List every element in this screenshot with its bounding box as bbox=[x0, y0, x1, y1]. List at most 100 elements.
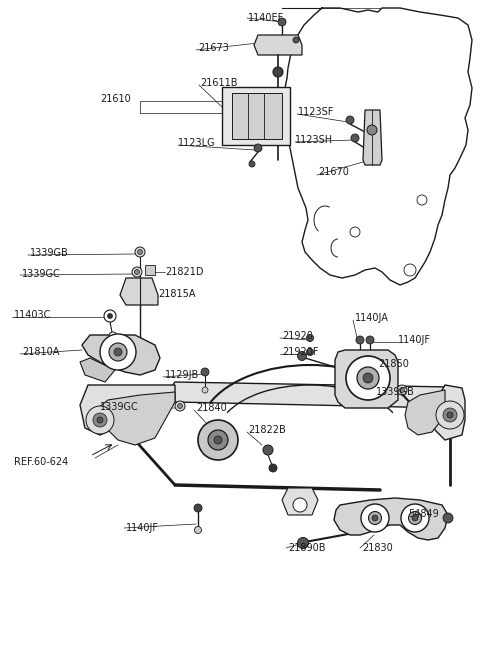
Circle shape bbox=[109, 332, 117, 340]
Circle shape bbox=[100, 334, 136, 370]
Circle shape bbox=[194, 527, 202, 533]
Text: 1140JF: 1140JF bbox=[398, 335, 431, 345]
Circle shape bbox=[293, 37, 299, 43]
Circle shape bbox=[178, 403, 182, 409]
Circle shape bbox=[436, 401, 464, 429]
Text: 1140EF: 1140EF bbox=[248, 13, 284, 23]
Circle shape bbox=[114, 348, 122, 356]
Circle shape bbox=[408, 512, 421, 525]
Text: 21670: 21670 bbox=[318, 167, 349, 177]
Circle shape bbox=[363, 373, 373, 383]
Circle shape bbox=[372, 515, 378, 521]
Circle shape bbox=[346, 116, 354, 124]
Circle shape bbox=[401, 504, 429, 532]
Polygon shape bbox=[334, 498, 448, 540]
Circle shape bbox=[307, 348, 313, 356]
Text: 54849: 54849 bbox=[408, 509, 439, 519]
Text: 21822B: 21822B bbox=[248, 425, 286, 435]
Circle shape bbox=[346, 356, 390, 400]
Polygon shape bbox=[363, 110, 382, 165]
Text: 21673: 21673 bbox=[198, 43, 229, 53]
Polygon shape bbox=[98, 392, 175, 445]
Polygon shape bbox=[432, 385, 465, 440]
Circle shape bbox=[447, 412, 453, 418]
Text: 1339GC: 1339GC bbox=[22, 269, 61, 279]
Text: 21821D: 21821D bbox=[165, 267, 204, 277]
Circle shape bbox=[350, 227, 360, 237]
Text: 1123SH: 1123SH bbox=[295, 135, 333, 145]
Text: 1123LG: 1123LG bbox=[178, 138, 216, 148]
Circle shape bbox=[208, 430, 228, 450]
Text: 1140JA: 1140JA bbox=[355, 313, 389, 323]
Circle shape bbox=[366, 336, 374, 344]
Circle shape bbox=[278, 18, 286, 26]
Circle shape bbox=[97, 417, 103, 423]
Text: 21920: 21920 bbox=[282, 331, 313, 341]
Text: 1339GC: 1339GC bbox=[100, 402, 139, 412]
Text: REF.60-624: REF.60-624 bbox=[14, 457, 68, 467]
Circle shape bbox=[356, 336, 364, 344]
Circle shape bbox=[108, 314, 112, 319]
Text: 21830: 21830 bbox=[362, 543, 393, 553]
Text: 1339GB: 1339GB bbox=[30, 248, 69, 258]
Circle shape bbox=[443, 513, 453, 523]
Text: 21850: 21850 bbox=[378, 359, 409, 369]
Bar bbox=[232, 93, 282, 139]
Text: 21840: 21840 bbox=[196, 403, 227, 413]
Circle shape bbox=[201, 368, 209, 376]
Text: 21890B: 21890B bbox=[288, 543, 325, 553]
Circle shape bbox=[307, 335, 313, 342]
Circle shape bbox=[175, 401, 185, 411]
Circle shape bbox=[202, 387, 208, 393]
Circle shape bbox=[194, 504, 202, 512]
Polygon shape bbox=[254, 35, 302, 55]
Circle shape bbox=[298, 537, 309, 548]
Circle shape bbox=[104, 310, 116, 322]
Circle shape bbox=[254, 144, 262, 152]
Circle shape bbox=[298, 352, 307, 361]
Text: 21920F: 21920F bbox=[282, 347, 319, 357]
Circle shape bbox=[214, 436, 222, 444]
Circle shape bbox=[198, 420, 238, 460]
Polygon shape bbox=[80, 358, 115, 382]
Circle shape bbox=[132, 267, 142, 277]
Circle shape bbox=[269, 464, 277, 472]
Circle shape bbox=[397, 385, 407, 395]
Circle shape bbox=[135, 247, 145, 257]
Circle shape bbox=[367, 125, 377, 135]
Circle shape bbox=[86, 406, 114, 434]
Circle shape bbox=[293, 498, 307, 512]
Polygon shape bbox=[282, 488, 318, 515]
Polygon shape bbox=[405, 390, 445, 435]
Text: 21815A: 21815A bbox=[158, 289, 195, 299]
Text: 11403C: 11403C bbox=[14, 310, 51, 320]
Polygon shape bbox=[165, 382, 460, 408]
Text: 1129JB: 1129JB bbox=[165, 370, 199, 380]
Bar bbox=[145, 265, 155, 275]
Circle shape bbox=[109, 343, 127, 361]
Circle shape bbox=[361, 504, 389, 532]
Circle shape bbox=[417, 195, 427, 205]
Text: 1140JF: 1140JF bbox=[126, 523, 159, 533]
Circle shape bbox=[249, 161, 255, 167]
Circle shape bbox=[357, 367, 379, 389]
Circle shape bbox=[134, 270, 140, 274]
Polygon shape bbox=[120, 278, 158, 305]
Circle shape bbox=[263, 445, 273, 455]
Polygon shape bbox=[80, 385, 175, 435]
Circle shape bbox=[351, 134, 359, 142]
Polygon shape bbox=[335, 350, 398, 408]
Bar bbox=[222, 87, 290, 145]
Circle shape bbox=[273, 67, 283, 77]
Circle shape bbox=[137, 249, 143, 255]
Circle shape bbox=[369, 512, 382, 525]
Polygon shape bbox=[82, 335, 160, 375]
Text: 21810A: 21810A bbox=[22, 347, 60, 357]
Text: 21611B: 21611B bbox=[200, 78, 238, 88]
Circle shape bbox=[404, 264, 416, 276]
Circle shape bbox=[443, 408, 457, 422]
Circle shape bbox=[399, 388, 405, 392]
Circle shape bbox=[93, 413, 107, 427]
Circle shape bbox=[412, 515, 418, 521]
Text: 1123SF: 1123SF bbox=[298, 107, 335, 117]
